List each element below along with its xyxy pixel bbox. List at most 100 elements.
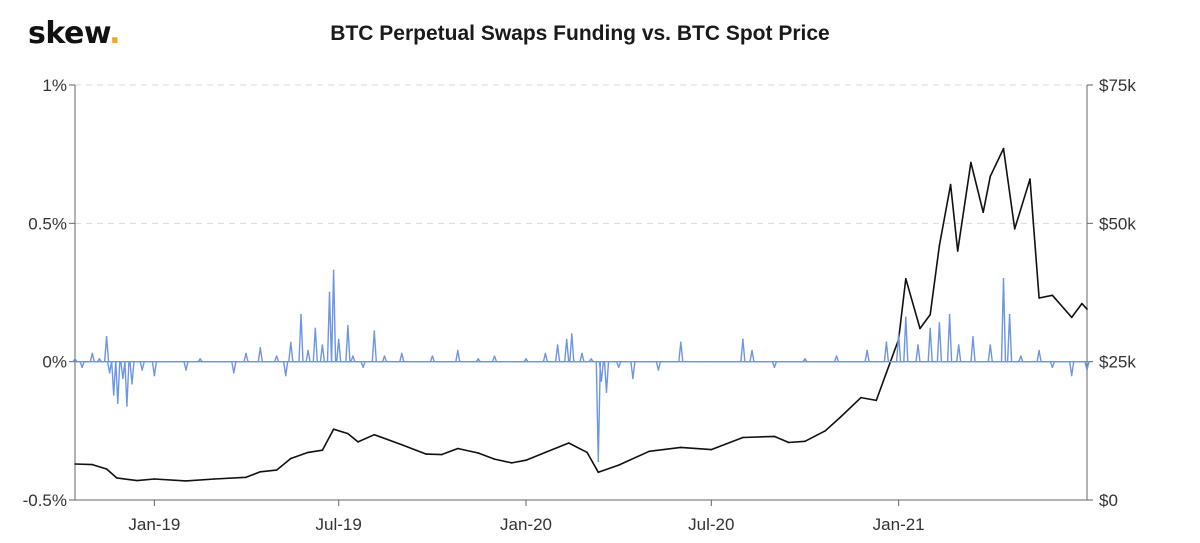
funding-point — [74, 358, 76, 360]
funding-point — [259, 347, 262, 349]
funding-point — [929, 327, 932, 330]
funding-point — [605, 391, 608, 393]
x-tick-label: Jan-19 — [128, 515, 180, 534]
funding-point — [1008, 313, 1011, 316]
grid-lines — [75, 84, 1087, 363]
funding-point — [972, 335, 974, 338]
price-point — [1086, 308, 1088, 310]
funding-point — [321, 344, 324, 346]
funding-point — [275, 355, 278, 357]
funding-point — [199, 358, 202, 360]
funding-point — [1086, 369, 1088, 371]
funding-point — [632, 377, 634, 380]
price-point — [586, 451, 588, 454]
price-point — [136, 479, 138, 482]
funding-point — [477, 358, 479, 360]
price-point — [185, 480, 187, 482]
price-point — [617, 464, 620, 466]
funding-point — [81, 366, 83, 369]
funding-point — [98, 358, 101, 360]
price-point — [929, 313, 932, 316]
funding-point — [167, 360, 170, 363]
funding-point — [131, 383, 133, 385]
right-tick-label: $25k — [1099, 353, 1136, 372]
funding-point — [431, 355, 434, 357]
price-point — [357, 441, 359, 443]
funding-point — [835, 355, 838, 357]
price-point — [321, 449, 324, 452]
price-point — [875, 399, 878, 402]
price-point — [773, 435, 776, 438]
price-point — [153, 478, 156, 480]
price-point — [373, 433, 376, 436]
funding-point — [153, 374, 156, 377]
price-point — [904, 277, 907, 280]
funding-point — [600, 380, 603, 382]
price-point — [839, 416, 842, 418]
funding-point — [556, 344, 559, 346]
funding-point — [245, 352, 247, 355]
funding-point — [590, 358, 592, 360]
funding-point — [337, 338, 340, 341]
right-tick-label: $75k — [1099, 76, 1136, 95]
funding-point — [1070, 374, 1073, 377]
price-point — [510, 462, 513, 464]
price-point — [938, 244, 941, 247]
price-point — [1051, 294, 1054, 297]
price-point — [477, 452, 479, 454]
funding-point — [290, 341, 292, 344]
price-point — [440, 453, 443, 456]
funding-point — [1051, 366, 1054, 369]
price-point — [970, 161, 972, 164]
funding-point — [108, 371, 111, 374]
funding-point — [938, 322, 941, 324]
funding-point — [989, 344, 992, 346]
funding-point — [751, 349, 753, 352]
funding-point — [300, 313, 302, 316]
funding-point — [112, 394, 115, 396]
funding-point — [415, 360, 417, 363]
price-point — [824, 430, 827, 432]
funding-point — [597, 460, 600, 463]
funding-point — [544, 352, 547, 355]
price-point — [457, 447, 459, 450]
funding-point — [328, 291, 331, 294]
price-point — [710, 448, 713, 451]
price-point — [787, 441, 790, 444]
price-point — [1038, 297, 1040, 299]
funding-point — [571, 333, 573, 335]
funding-point — [957, 344, 960, 346]
funding-point — [1002, 277, 1005, 280]
price-point — [1013, 228, 1016, 230]
price-point — [290, 457, 292, 460]
funding-point — [105, 335, 108, 338]
x-tick-label: Jul-19 — [316, 515, 362, 534]
price-point — [1070, 316, 1073, 319]
series-layer — [72, 147, 1090, 482]
funding-point — [91, 352, 94, 355]
funding-point — [332, 269, 335, 272]
price-point — [597, 471, 600, 474]
funding-point — [284, 374, 287, 377]
price-point — [259, 470, 262, 473]
funding-point — [866, 349, 868, 352]
price-point — [1081, 302, 1083, 305]
funding-point — [917, 344, 919, 346]
left-tick-label: -0.5% — [23, 491, 67, 510]
price-point — [949, 183, 952, 186]
funding-point — [710, 360, 713, 363]
left-tick-label: 0% — [42, 353, 67, 372]
funding-point — [116, 402, 119, 404]
price-point — [332, 428, 335, 430]
price-point — [742, 436, 744, 439]
price-point — [982, 211, 984, 214]
chart-title: BTC Perpetual Swaps Funding vs. BTC Spot… — [330, 22, 830, 45]
funding-point — [804, 358, 806, 360]
price-point — [275, 469, 278, 471]
price-point — [425, 453, 428, 455]
price-point — [245, 476, 247, 479]
right-tick-label: $50k — [1099, 214, 1136, 233]
price-point — [919, 327, 921, 330]
price-point — [1002, 147, 1005, 150]
